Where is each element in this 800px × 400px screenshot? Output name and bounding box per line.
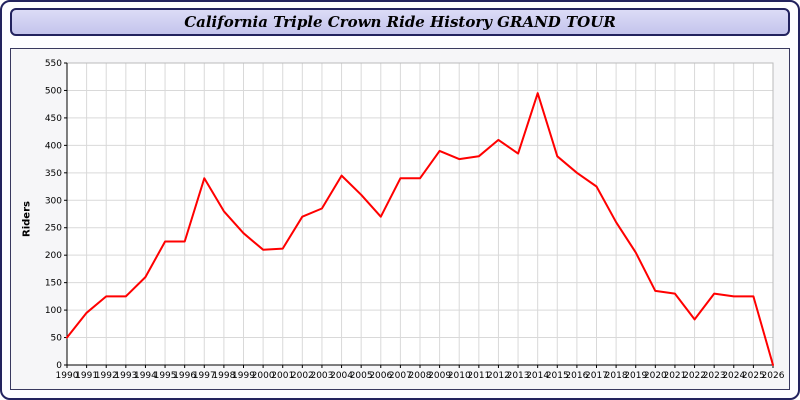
x-tick-label: 2004: [330, 371, 353, 381]
x-tick-label: 2001: [271, 371, 294, 381]
y-tick-label: 50: [51, 334, 63, 344]
x-tick-label: 2002: [291, 371, 314, 381]
x-tick-label: 2023: [703, 371, 726, 381]
x-tick-label: 2022: [683, 371, 706, 381]
x-tick-label: 1993: [114, 371, 137, 381]
x-tick-label: 2011: [467, 371, 490, 381]
x-tick-label: 1998: [212, 371, 235, 381]
x-tick-label: 1999: [232, 371, 255, 381]
y-tick-label: 0: [56, 361, 62, 371]
x-tick-label: 2021: [663, 371, 686, 381]
x-tick-label: 2007: [389, 371, 412, 381]
x-tick-label: 2000: [252, 371, 275, 381]
y-tick-label: 200: [45, 251, 62, 261]
y-tick-label: 500: [45, 86, 62, 96]
riders-line: [66, 92, 774, 366]
y-tick-label: 450: [45, 114, 62, 124]
x-tick-label: 2020: [644, 371, 667, 381]
riders-line-chart: 0501001502002503003504004505005501990199…: [45, 59, 785, 381]
x-tick-label: 2005: [350, 371, 373, 381]
x-tick-label: 2017: [585, 371, 608, 381]
y-tick-label: 400: [45, 141, 62, 151]
y-tick-label: 350: [45, 169, 62, 179]
y-tick-label: 100: [45, 306, 62, 316]
chart-panel: Riders 0 50 100 150 200 250 300 350 400 450 500 550…: [10, 48, 790, 390]
x-tick-label: 2025: [742, 371, 765, 381]
x-tick-label: 1991: [75, 371, 98, 381]
x-tick-label: 2015: [546, 371, 569, 381]
x-tick-label: 1995: [154, 371, 177, 381]
x-tick-label: 2019: [624, 371, 647, 381]
x-tick-label: 2012: [487, 371, 510, 381]
x-tick-label: 1997: [193, 371, 216, 381]
x-tick-label: 2024: [722, 371, 745, 381]
x-tick-label: 2018: [605, 371, 628, 381]
chart-title-bar: California Triple Crown Ride History GRA…: [10, 8, 790, 36]
x-tick-label: 2014: [526, 371, 549, 381]
x-tick-label: 2006: [369, 371, 392, 381]
x-tick-label: 1994: [134, 371, 157, 381]
x-tick-label: 2026: [762, 371, 785, 381]
x-tick-label: 1992: [95, 371, 118, 381]
x-tick-label: 2009: [428, 371, 451, 381]
y-tick-label: 550: [45, 59, 62, 69]
y-tick-label: 300: [45, 196, 62, 206]
x-tick-label: 2003: [310, 371, 333, 381]
x-tick-label: 2016: [565, 371, 588, 381]
x-tick-label: 2013: [507, 371, 530, 381]
x-tick-label: 2010: [448, 371, 471, 381]
x-tick-label: 2008: [409, 371, 432, 381]
x-tick-label: 1996: [173, 371, 196, 381]
y-tick-label: 250: [45, 224, 62, 234]
y-tick-label: 150: [45, 279, 62, 289]
x-tick-label: 1990: [56, 371, 79, 381]
chart-title: California Triple Crown Ride History GRA…: [184, 13, 616, 31]
